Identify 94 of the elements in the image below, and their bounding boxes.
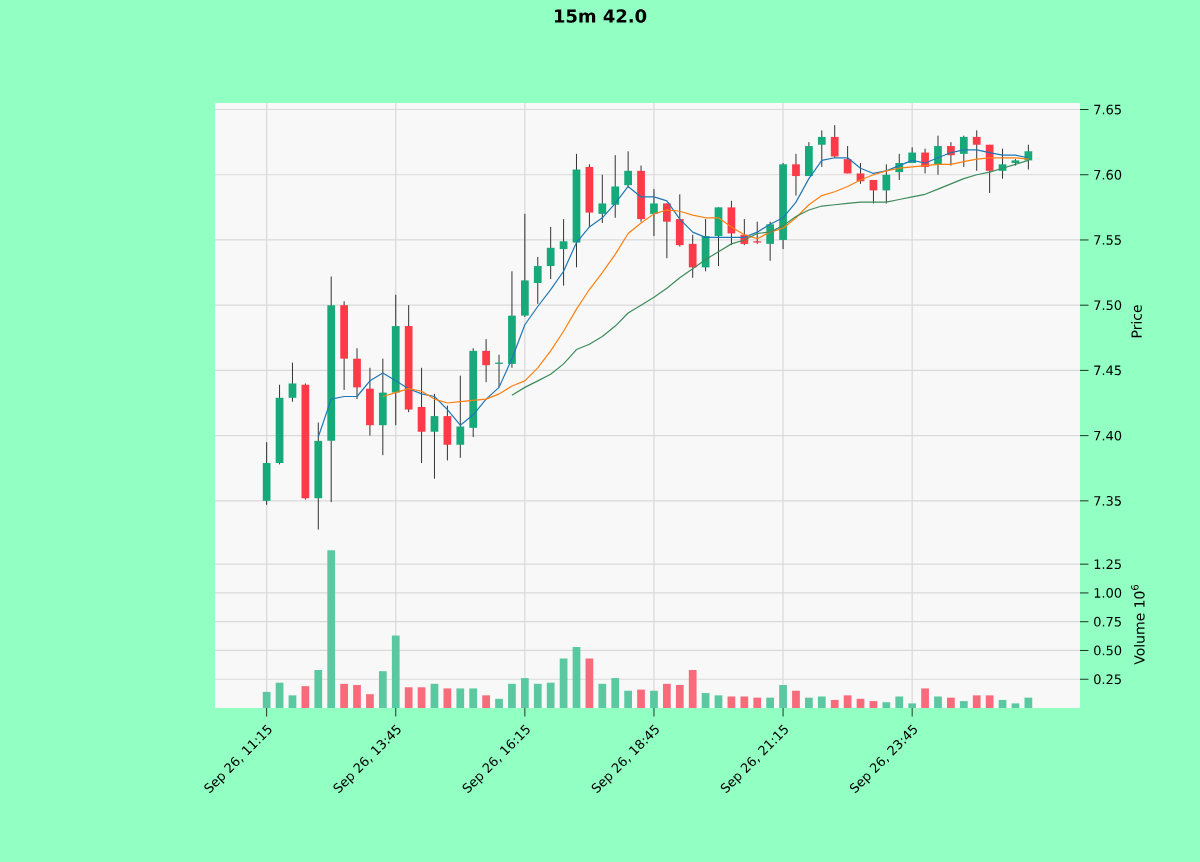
y-tick-label: 1.25 [1094, 559, 1121, 570]
chart-title: 15m 42.0 [554, 9, 647, 23]
candlestick [288, 362, 297, 403]
candlestick [624, 150, 633, 189]
y-tick-label: 7.60 [1094, 169, 1122, 180]
bar [482, 695, 490, 708]
bar [508, 683, 516, 708]
bar [869, 701, 878, 708]
candlestick [456, 375, 465, 459]
bar [340, 683, 348, 708]
bar [985, 695, 994, 708]
bar [533, 683, 542, 708]
bar [688, 670, 697, 708]
candlestick [598, 174, 607, 224]
y-tick-label: 7.40 [1094, 430, 1122, 441]
bar [972, 695, 981, 708]
bar [714, 695, 723, 708]
bar [611, 678, 620, 708]
bar [572, 647, 581, 708]
bar [417, 687, 426, 708]
candlestick [972, 129, 981, 172]
bar [675, 684, 684, 708]
bar [779, 684, 787, 708]
candlestick [546, 226, 555, 280]
y-tick-label: 7.65 [1094, 104, 1121, 115]
y-tick-label: 0.25 [1094, 674, 1121, 685]
candlestick [482, 338, 490, 383]
bar [495, 698, 503, 708]
bar [520, 678, 529, 708]
bar [327, 550, 336, 708]
bar [288, 695, 297, 708]
y-tick-label: 0.75 [1094, 616, 1121, 627]
bar [637, 689, 645, 708]
y-tick-label: 7.35 [1094, 495, 1121, 506]
bar [301, 686, 310, 708]
bar [727, 696, 736, 708]
candlestick [533, 256, 542, 305]
bar [404, 687, 413, 708]
bar [792, 690, 800, 708]
bar [817, 696, 826, 708]
bar [585, 658, 594, 708]
candlestick [611, 154, 620, 219]
bar [934, 696, 942, 708]
bar [753, 697, 762, 708]
candlestick [650, 188, 658, 237]
bar [366, 694, 374, 708]
bar [921, 688, 929, 708]
bar [662, 683, 671, 708]
bar [843, 695, 852, 708]
y-axis-title: Price [1131, 305, 1142, 338]
bar [443, 688, 452, 708]
candlestick [430, 393, 439, 480]
bar [959, 701, 968, 708]
y-tick-label: 1.00 [1094, 588, 1122, 598]
bar [882, 702, 891, 708]
bar [546, 682, 555, 708]
bar [378, 671, 387, 708]
candlestick [753, 221, 762, 245]
candlestick [688, 234, 697, 279]
bar [262, 691, 271, 708]
bar [624, 690, 633, 708]
candlestick [830, 124, 839, 159]
bar [805, 697, 813, 708]
y-tick-label: 7.55 [1094, 235, 1121, 245]
candlestick [882, 163, 891, 204]
bar [1024, 697, 1033, 708]
bar [598, 683, 607, 708]
candlestick [959, 135, 968, 168]
bar [353, 684, 361, 708]
candlestick [817, 129, 826, 168]
bar [650, 690, 658, 708]
bar [998, 699, 1007, 708]
candlestick [792, 153, 800, 197]
bar [430, 683, 439, 708]
candlestick [662, 203, 671, 259]
y-tick-label: 0.50 [1094, 645, 1122, 656]
bar [469, 688, 478, 708]
bar [830, 699, 839, 708]
bar [701, 693, 710, 708]
candlestick [934, 135, 942, 176]
bar [740, 696, 749, 708]
candlestick [559, 218, 568, 287]
bar [947, 697, 955, 708]
bar [1011, 703, 1020, 708]
bar [391, 635, 400, 708]
bar [559, 658, 568, 708]
y-tick-label: 7.50 [1094, 300, 1122, 311]
bar [766, 697, 775, 708]
bar [314, 670, 323, 708]
bar [456, 688, 465, 708]
bar [895, 696, 904, 708]
bar [908, 703, 917, 708]
y-tick-label: 7.45 [1094, 365, 1121, 376]
y-axis-title: Volume 10$^{6}$ [1131, 584, 1145, 665]
